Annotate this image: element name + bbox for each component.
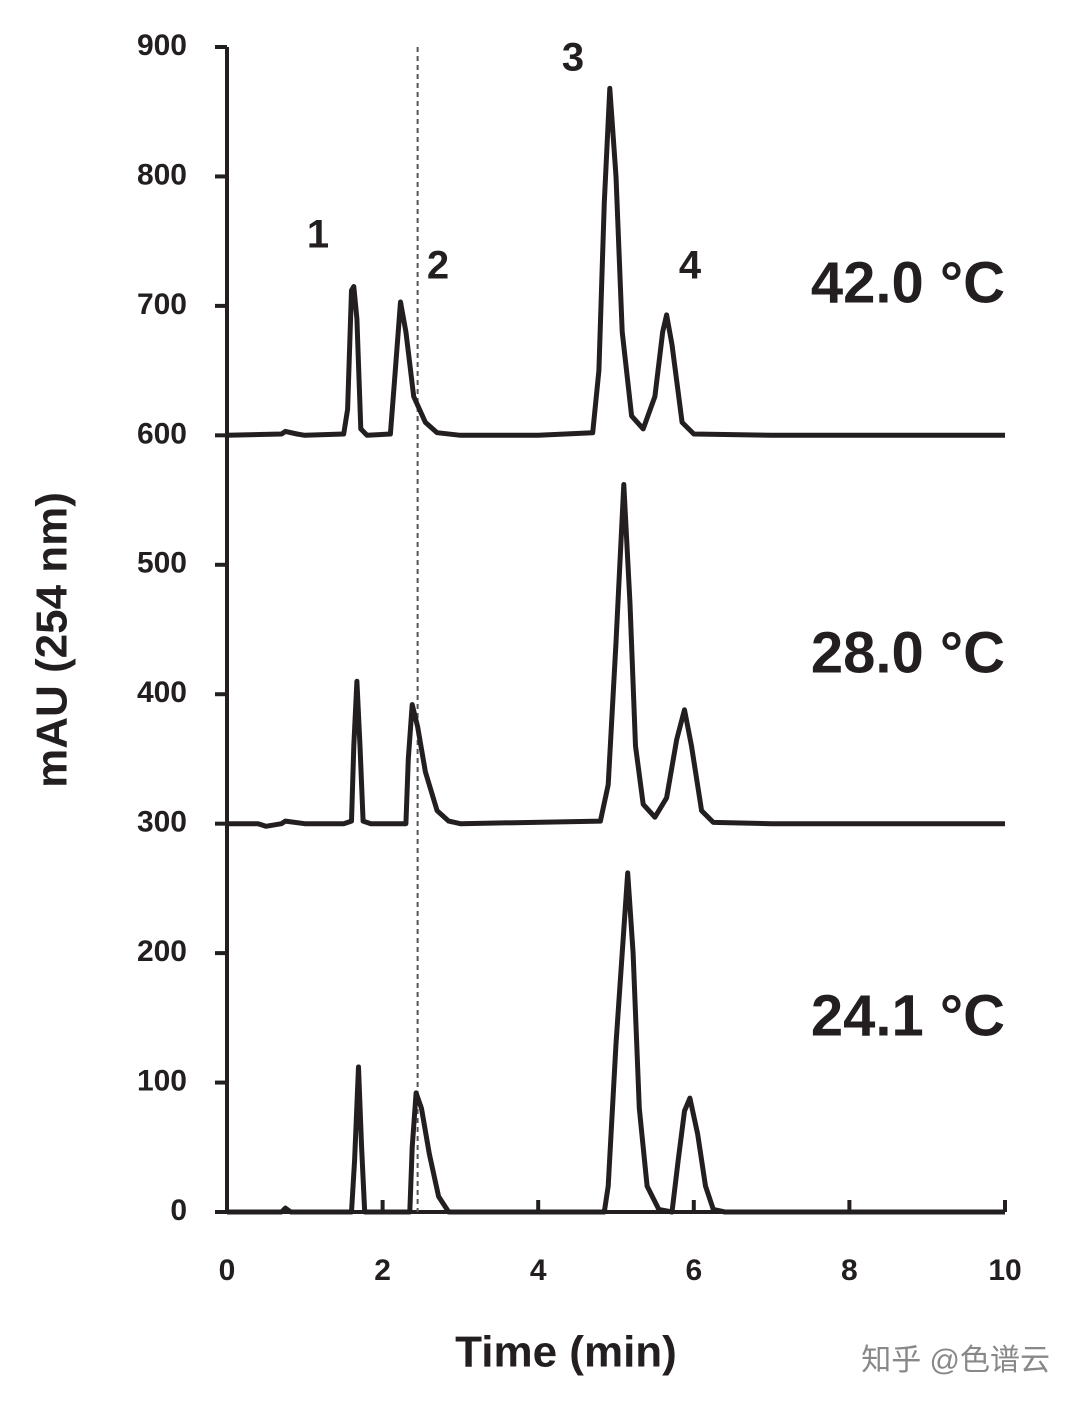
y-tick-label: 400 xyxy=(137,676,187,709)
y-tick-label: 500 xyxy=(137,547,187,580)
temperature-label: 24.1 °C xyxy=(811,983,1005,1048)
x-tick-label: 6 xyxy=(685,1254,702,1287)
chromatogram-line xyxy=(226,85,1005,438)
y-tick-label: 600 xyxy=(137,417,187,450)
y-axis-label: mAU (254 nm) xyxy=(28,492,77,788)
x-tick-label: 10 xyxy=(988,1254,1021,1287)
y-tick-label: 900 xyxy=(137,29,187,62)
x-tick-label: 4 xyxy=(530,1254,547,1287)
chromatogram-line xyxy=(227,482,1005,829)
peak-label: 4 xyxy=(679,244,702,288)
y-tick-label: 700 xyxy=(137,288,187,321)
x-axis-label: Time (min) xyxy=(455,1328,677,1377)
peak-label: 1 xyxy=(307,213,329,257)
temperature-label: 28.0 °C xyxy=(811,620,1005,685)
y-tick-label: 200 xyxy=(137,935,187,968)
y-tick-label: 800 xyxy=(137,158,187,191)
chromatogram-line xyxy=(227,870,1005,1215)
y-tick-label: 100 xyxy=(137,1064,187,1097)
x-tick-label: 8 xyxy=(841,1254,858,1287)
y-tick-label: 300 xyxy=(137,806,187,839)
x-tick-label: 0 xyxy=(219,1254,236,1287)
temperature-label: 42.0 °C xyxy=(811,250,1005,315)
x-tick-label: 2 xyxy=(374,1254,391,1287)
peak-label: 3 xyxy=(562,36,584,80)
y-tick-label: 0 xyxy=(170,1194,187,1227)
peak-label: 2 xyxy=(427,244,449,288)
watermark: 知乎 @色谱云 xyxy=(861,1344,1050,1377)
